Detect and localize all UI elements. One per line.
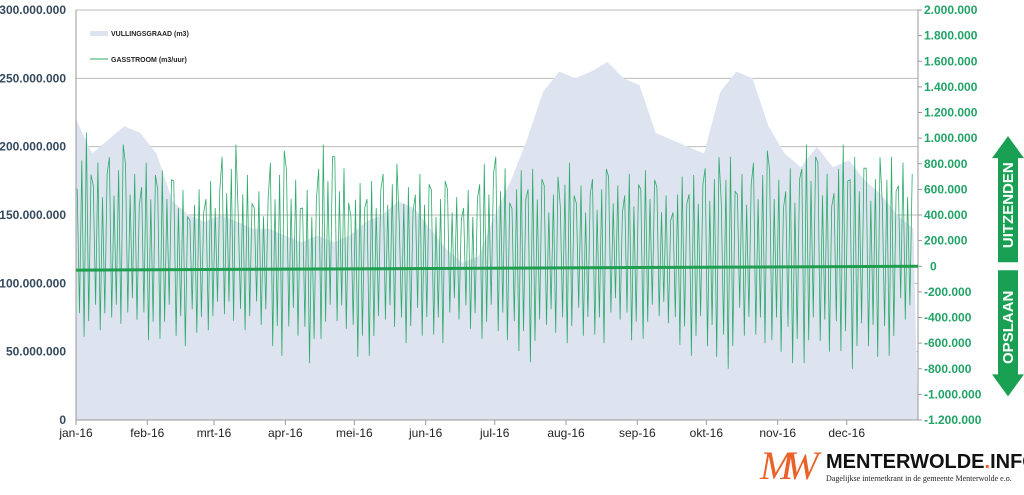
y-right-tick-label: -400.000 bbox=[924, 311, 972, 325]
logo-name: MENTERWOLDE.INFO bbox=[826, 451, 1024, 473]
y-right-tick-label: 600.000 bbox=[924, 182, 968, 196]
x-tick-label: apr-16 bbox=[268, 426, 303, 440]
x-tick-label: jul-16 bbox=[479, 426, 510, 440]
y-right-tick-label: -800.000 bbox=[924, 362, 972, 376]
x-tick-label: okt-16 bbox=[690, 426, 724, 440]
x-tick-label: mrt-16 bbox=[197, 426, 232, 440]
y-right-tick-label: -200.000 bbox=[924, 285, 972, 299]
arrow-down-label: OPSLAAN bbox=[1000, 291, 1017, 364]
arrow-down-icon bbox=[992, 270, 1024, 397]
x-tick-label: dec-16 bbox=[828, 426, 865, 440]
logo-tagline: Dagelijkse internetkrant in de gemeente … bbox=[826, 474, 1012, 483]
x-tick-label: mei-16 bbox=[336, 426, 373, 440]
x-tick-label: feb-16 bbox=[130, 426, 164, 440]
y-left-tick-label: 50.000.000 bbox=[6, 345, 66, 359]
legend-label-gasstroom: GASSTROOM (m3/uur) bbox=[111, 57, 187, 64]
x-tick-label: jun-16 bbox=[408, 426, 443, 440]
gasstroom-line bbox=[76, 132, 913, 369]
logo-mark: MW bbox=[760, 443, 819, 488]
y-right-tick-label: 1.800.000 bbox=[924, 29, 978, 43]
legend-label-vullingsgraad: VULLINGSGRAAD (m3) bbox=[111, 31, 189, 38]
gasstroom-trendline bbox=[75, 264, 919, 272]
legend-swatch-vullingsgraad bbox=[90, 31, 108, 36]
y-right-tick-label: 400.000 bbox=[924, 208, 968, 222]
y-right-tick-label: 2.000.000 bbox=[924, 3, 978, 17]
arrow-up-label: UITZENDEN bbox=[1000, 162, 1017, 248]
y-left-tick-label: 0 bbox=[59, 413, 66, 427]
x-tick-label: nov-16 bbox=[759, 426, 796, 440]
x-tick-label: sep-16 bbox=[619, 426, 656, 440]
y-right-tick-label: 1.200.000 bbox=[924, 106, 978, 120]
y-right-tick-label: -600.000 bbox=[924, 336, 972, 350]
y-left-tick-label: 200.000.000 bbox=[0, 140, 66, 154]
y-left-tick-label: 250.000.000 bbox=[0, 71, 66, 85]
y-right-tick-label: 1.600.000 bbox=[924, 54, 978, 68]
y-right-tick-label: 1.400.000 bbox=[924, 80, 978, 94]
menterwolde-logo: MW MENTERWOLDE.INFO Dagelijkse internetk… bbox=[760, 443, 1024, 495]
y-right-tick-label: 1.000.000 bbox=[924, 131, 978, 145]
y-left-tick-label: 150.000.000 bbox=[0, 208, 66, 222]
y-left-tick-label: 100.000.000 bbox=[0, 276, 66, 290]
x-tick-label: jan-16 bbox=[58, 426, 93, 440]
arrow-up-icon bbox=[992, 136, 1024, 263]
x-tick-label: aug-16 bbox=[547, 426, 585, 440]
y-right-tick-label: 0 bbox=[930, 259, 937, 273]
y-right-tick-label: 200.000 bbox=[924, 234, 968, 248]
y-right-tick-label: 800.000 bbox=[924, 157, 968, 171]
y-left-tick-label: 300.000.000 bbox=[0, 3, 66, 17]
y-right-tick-label: -1.000.000 bbox=[924, 387, 982, 401]
y-right-tick-label: -1.200.000 bbox=[924, 413, 982, 427]
